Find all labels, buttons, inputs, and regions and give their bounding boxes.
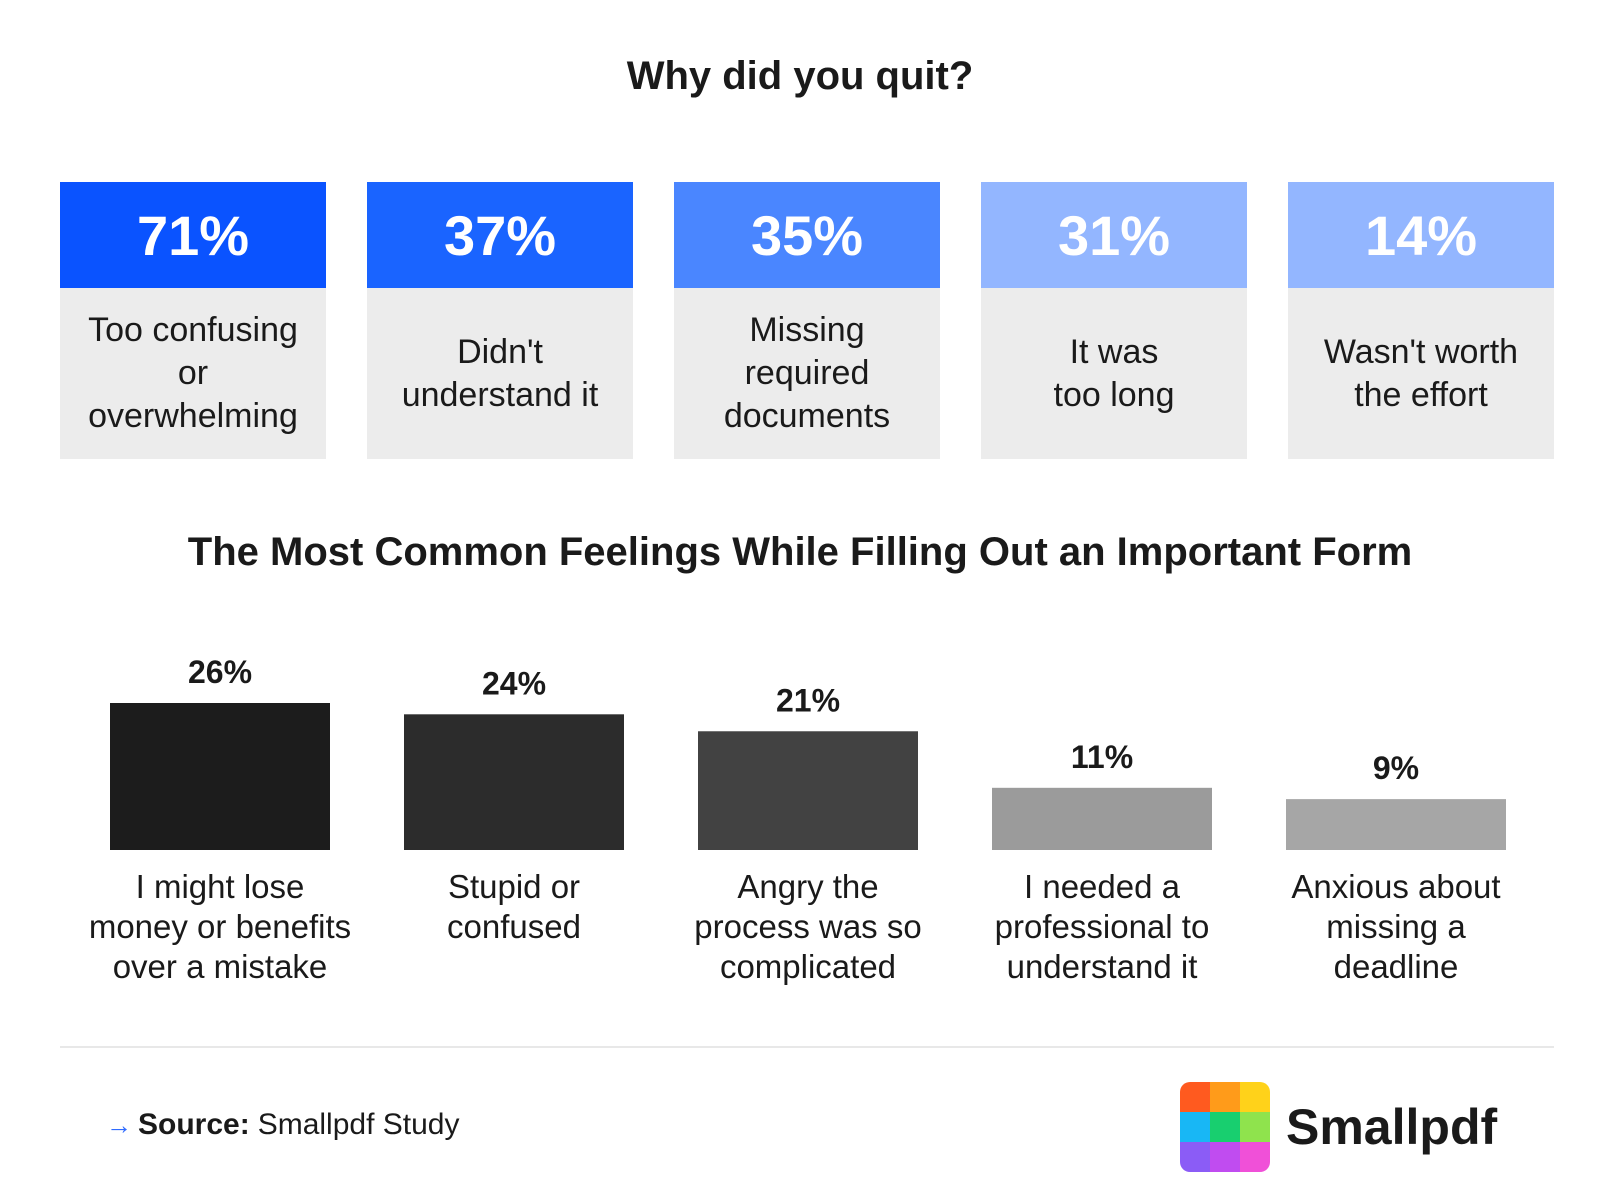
quit-card-percent: 31% bbox=[981, 182, 1247, 288]
footer-divider bbox=[60, 1046, 1554, 1048]
bar bbox=[992, 787, 1212, 850]
logo-tile bbox=[1210, 1082, 1240, 1112]
quit-card-label: Didn't understand it bbox=[367, 288, 633, 459]
bar bbox=[1286, 799, 1506, 850]
logo-tile bbox=[1210, 1142, 1240, 1172]
bar-category-label: I needed a professional to understand it bbox=[994, 868, 1210, 985]
quit-card: 14% Wasn't worth the effort bbox=[1288, 182, 1554, 459]
quit-card-percent: 14% bbox=[1288, 182, 1554, 288]
quit-card-percent: 71% bbox=[60, 182, 326, 288]
quit-card: 71% Too confusing or overwhelming bbox=[60, 182, 326, 459]
logo-tile bbox=[1180, 1112, 1210, 1142]
quit-card-label: Too confusing or overwhelming bbox=[60, 288, 326, 459]
logo-tile bbox=[1180, 1142, 1210, 1172]
bar-category-label: Anxious about missing a deadline bbox=[1291, 868, 1501, 985]
smallpdf-logo: Smallpdf bbox=[1180, 1082, 1497, 1172]
quit-card: 37% Didn't understand it bbox=[367, 182, 633, 459]
arrow-right-icon: → bbox=[106, 1109, 132, 1140]
logo-tile bbox=[1180, 1082, 1210, 1112]
smallpdf-logo-icon bbox=[1180, 1082, 1270, 1172]
quit-card-label: It was too long bbox=[981, 288, 1247, 459]
source-note: → Source: Smallpdf Study bbox=[106, 1108, 459, 1142]
quit-card-label: Missing required documents bbox=[674, 288, 940, 459]
bar-value-label: 26% bbox=[188, 654, 252, 690]
logo-tile bbox=[1210, 1112, 1240, 1142]
bar-value-label: 9% bbox=[1373, 750, 1419, 786]
bar-value-label: 21% bbox=[776, 682, 840, 718]
quit-cards: 71% Too confusing or overwhelming 37% Di… bbox=[60, 182, 1554, 459]
bar-category-label: Stupid or confused bbox=[447, 868, 581, 945]
quit-card-percent: 35% bbox=[674, 182, 940, 288]
quit-card-label: Wasn't worth the effort bbox=[1288, 288, 1554, 459]
bar bbox=[404, 714, 624, 850]
quit-card: 31% It was too long bbox=[981, 182, 1247, 459]
logo-tile bbox=[1240, 1112, 1270, 1142]
bar-value-label: 11% bbox=[1071, 739, 1133, 775]
brand-name: Smallpdf bbox=[1286, 1099, 1498, 1155]
source-value: Smallpdf Study bbox=[257, 1108, 460, 1141]
bar bbox=[110, 703, 330, 850]
bar-category-label: I might lose money or benefits over a mi… bbox=[88, 868, 352, 985]
bar-category-label: Angry the process was so complicated bbox=[694, 868, 922, 985]
quit-card: 35% Missing required documents bbox=[674, 182, 940, 459]
quit-card-percent: 37% bbox=[367, 182, 633, 288]
source-key: Source: bbox=[138, 1108, 250, 1141]
logo-tile bbox=[1240, 1142, 1270, 1172]
bar bbox=[698, 731, 918, 850]
logo-tile bbox=[1240, 1082, 1270, 1112]
chart-title: The Most Common Feelings While Filling O… bbox=[187, 530, 1413, 574]
quit-section-title: Why did you quit? bbox=[626, 54, 974, 98]
bar-value-label: 24% bbox=[482, 665, 546, 701]
